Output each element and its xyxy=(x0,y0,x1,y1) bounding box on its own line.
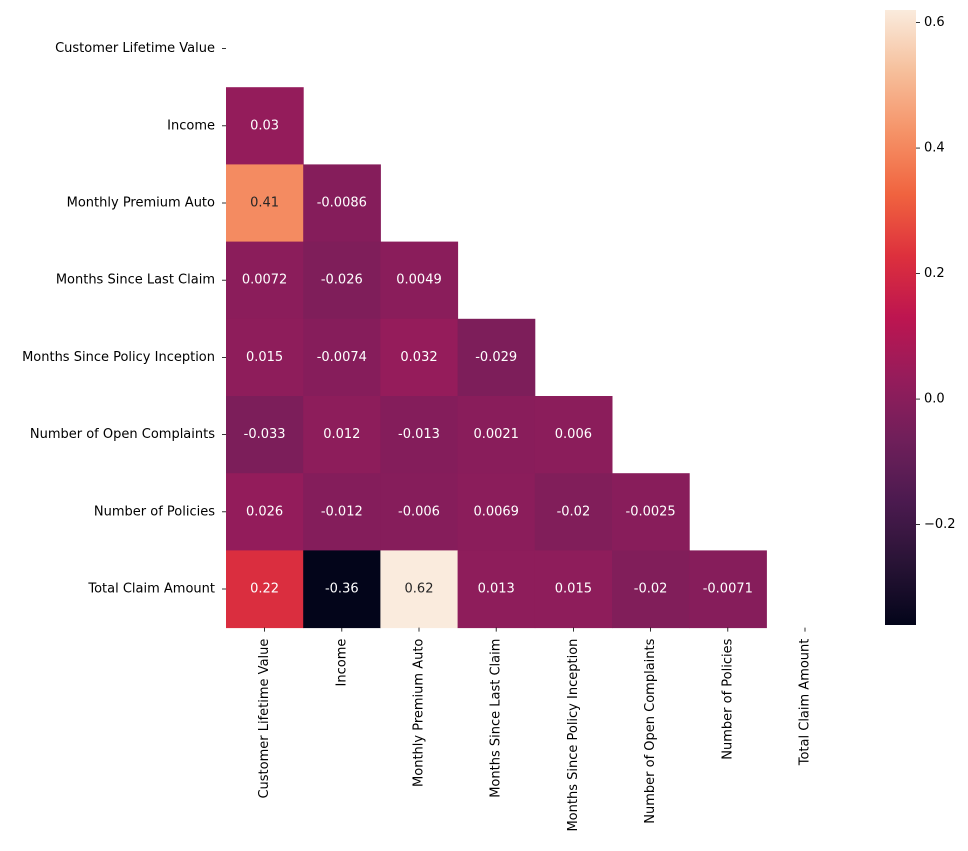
cell-label: 0.006 xyxy=(555,427,592,442)
cell-label: -0.0074 xyxy=(317,350,367,365)
cell-label: -0.0071 xyxy=(703,582,753,597)
y-tick-label: Total Claim Amount xyxy=(87,582,215,597)
colorbar-tick-label: 0.0 xyxy=(924,392,945,407)
colorbar-tick-label: 0.6 xyxy=(924,15,945,30)
y-tick-label: Number of Policies xyxy=(94,504,215,519)
heatmap-cell xyxy=(303,473,381,551)
heatmap-cell xyxy=(534,550,613,629)
heatmap-cell xyxy=(303,396,381,474)
cell-label: -0.0025 xyxy=(626,504,676,519)
x-tick-label: Months Since Policy Inception xyxy=(566,639,581,832)
colorbar: −0.2 0.0 0.2 0.4 0.6 xyxy=(885,10,956,625)
cell-label: 0.0049 xyxy=(396,273,442,288)
heatmap-cell xyxy=(226,473,304,551)
heatmap-cell xyxy=(380,241,459,320)
x-tick-label: Total Claim Amount xyxy=(798,639,813,767)
y-tick-label: Number of Open Complaints xyxy=(30,427,215,442)
cell-label: 0.026 xyxy=(246,504,283,519)
cell-label: -0.02 xyxy=(557,504,591,519)
y-tick-label: Income xyxy=(167,118,215,133)
heatmap-cell xyxy=(380,318,459,397)
cell-label: -0.02 xyxy=(634,582,668,597)
y-tick-label: Months Since Last Claim xyxy=(56,273,215,288)
cell-label: -0.006 xyxy=(398,504,440,519)
cell-label: 0.41 xyxy=(250,196,279,211)
cell-label: 0.03 xyxy=(250,118,279,133)
cell-label: 0.62 xyxy=(405,582,434,597)
cell-label: -0.013 xyxy=(398,427,440,442)
heatmap-cell xyxy=(380,396,459,474)
y-axis: Customer Lifetime Value Income Monthly Pre… xyxy=(22,41,226,597)
x-axis: Customer Lifetime Value Income Monthly Pre… xyxy=(257,627,813,832)
cell-label: 0.22 xyxy=(250,582,279,597)
heatmap-cell xyxy=(226,164,304,243)
cell-label: 0.0021 xyxy=(473,427,519,442)
y-tick-label: Monthly Premium Auto xyxy=(67,196,215,211)
heatmap-cell xyxy=(303,241,381,320)
heatmap-cell xyxy=(612,550,690,629)
heatmap-cell xyxy=(689,550,767,629)
heatmap-cell xyxy=(226,241,304,320)
cell-label: 0.015 xyxy=(555,582,592,597)
heatmap-cell xyxy=(534,396,613,474)
heatmap-cell xyxy=(303,550,381,629)
x-tick-label: Income xyxy=(334,639,349,687)
heatmap-cell xyxy=(457,473,536,551)
cell-label: -0.36 xyxy=(325,582,359,597)
cell-label: -0.0086 xyxy=(317,196,367,211)
heatmap-cell xyxy=(226,87,304,165)
cell-label: 0.032 xyxy=(400,350,437,365)
colorbar-gradient xyxy=(885,10,916,625)
heatmap-cell xyxy=(226,318,304,397)
x-tick-label: Monthly Premium Auto xyxy=(412,639,427,787)
cell-label: 0.012 xyxy=(323,427,360,442)
heatmap-cell xyxy=(380,550,459,629)
heatmap-cell xyxy=(534,473,613,551)
colorbar-tick-label: 0.4 xyxy=(924,141,945,156)
colorbar-tick-label: 0.2 xyxy=(924,266,945,281)
cell-label: 0.015 xyxy=(246,350,283,365)
heatmap-annotations: 0.03 0.41 -0.0086 0.0072 -0.026 0.0049 0.015 -0… xyxy=(242,118,753,596)
x-tick-label: Customer Lifetime Value xyxy=(257,639,272,799)
heatmap-cell xyxy=(303,164,381,243)
heatmap-cell xyxy=(226,396,304,474)
heatmap-cell xyxy=(380,473,459,551)
cell-label: -0.026 xyxy=(321,273,363,288)
x-tick-label: Months Since Last Claim xyxy=(489,639,504,798)
cell-label: 0.013 xyxy=(478,582,515,597)
heatmap-cell xyxy=(226,550,304,629)
cell-label: -0.033 xyxy=(244,427,286,442)
cell-label: -0.012 xyxy=(321,504,363,519)
colorbar-tick-label: −0.2 xyxy=(924,517,956,532)
x-tick-label: Number of Policies xyxy=(720,638,735,759)
y-tick-label: Customer Lifetime Value xyxy=(55,41,215,56)
heatmap-cell xyxy=(612,473,690,551)
heatmap-cell xyxy=(457,318,536,397)
cell-label: -0.029 xyxy=(475,350,517,365)
heatmap-cells xyxy=(226,87,767,629)
heatmap-cell xyxy=(303,318,381,397)
cell-label: 0.0069 xyxy=(473,504,519,519)
heatmap-cell xyxy=(457,550,536,629)
heatmap-cell xyxy=(457,396,536,474)
colorbar-ticks: −0.2 0.0 0.2 0.4 0.6 xyxy=(916,15,956,532)
y-tick-label: Months Since Policy Inception xyxy=(22,350,215,365)
x-tick-label: Number of Open Complaints xyxy=(643,638,658,823)
cell-label: 0.0072 xyxy=(242,273,288,288)
